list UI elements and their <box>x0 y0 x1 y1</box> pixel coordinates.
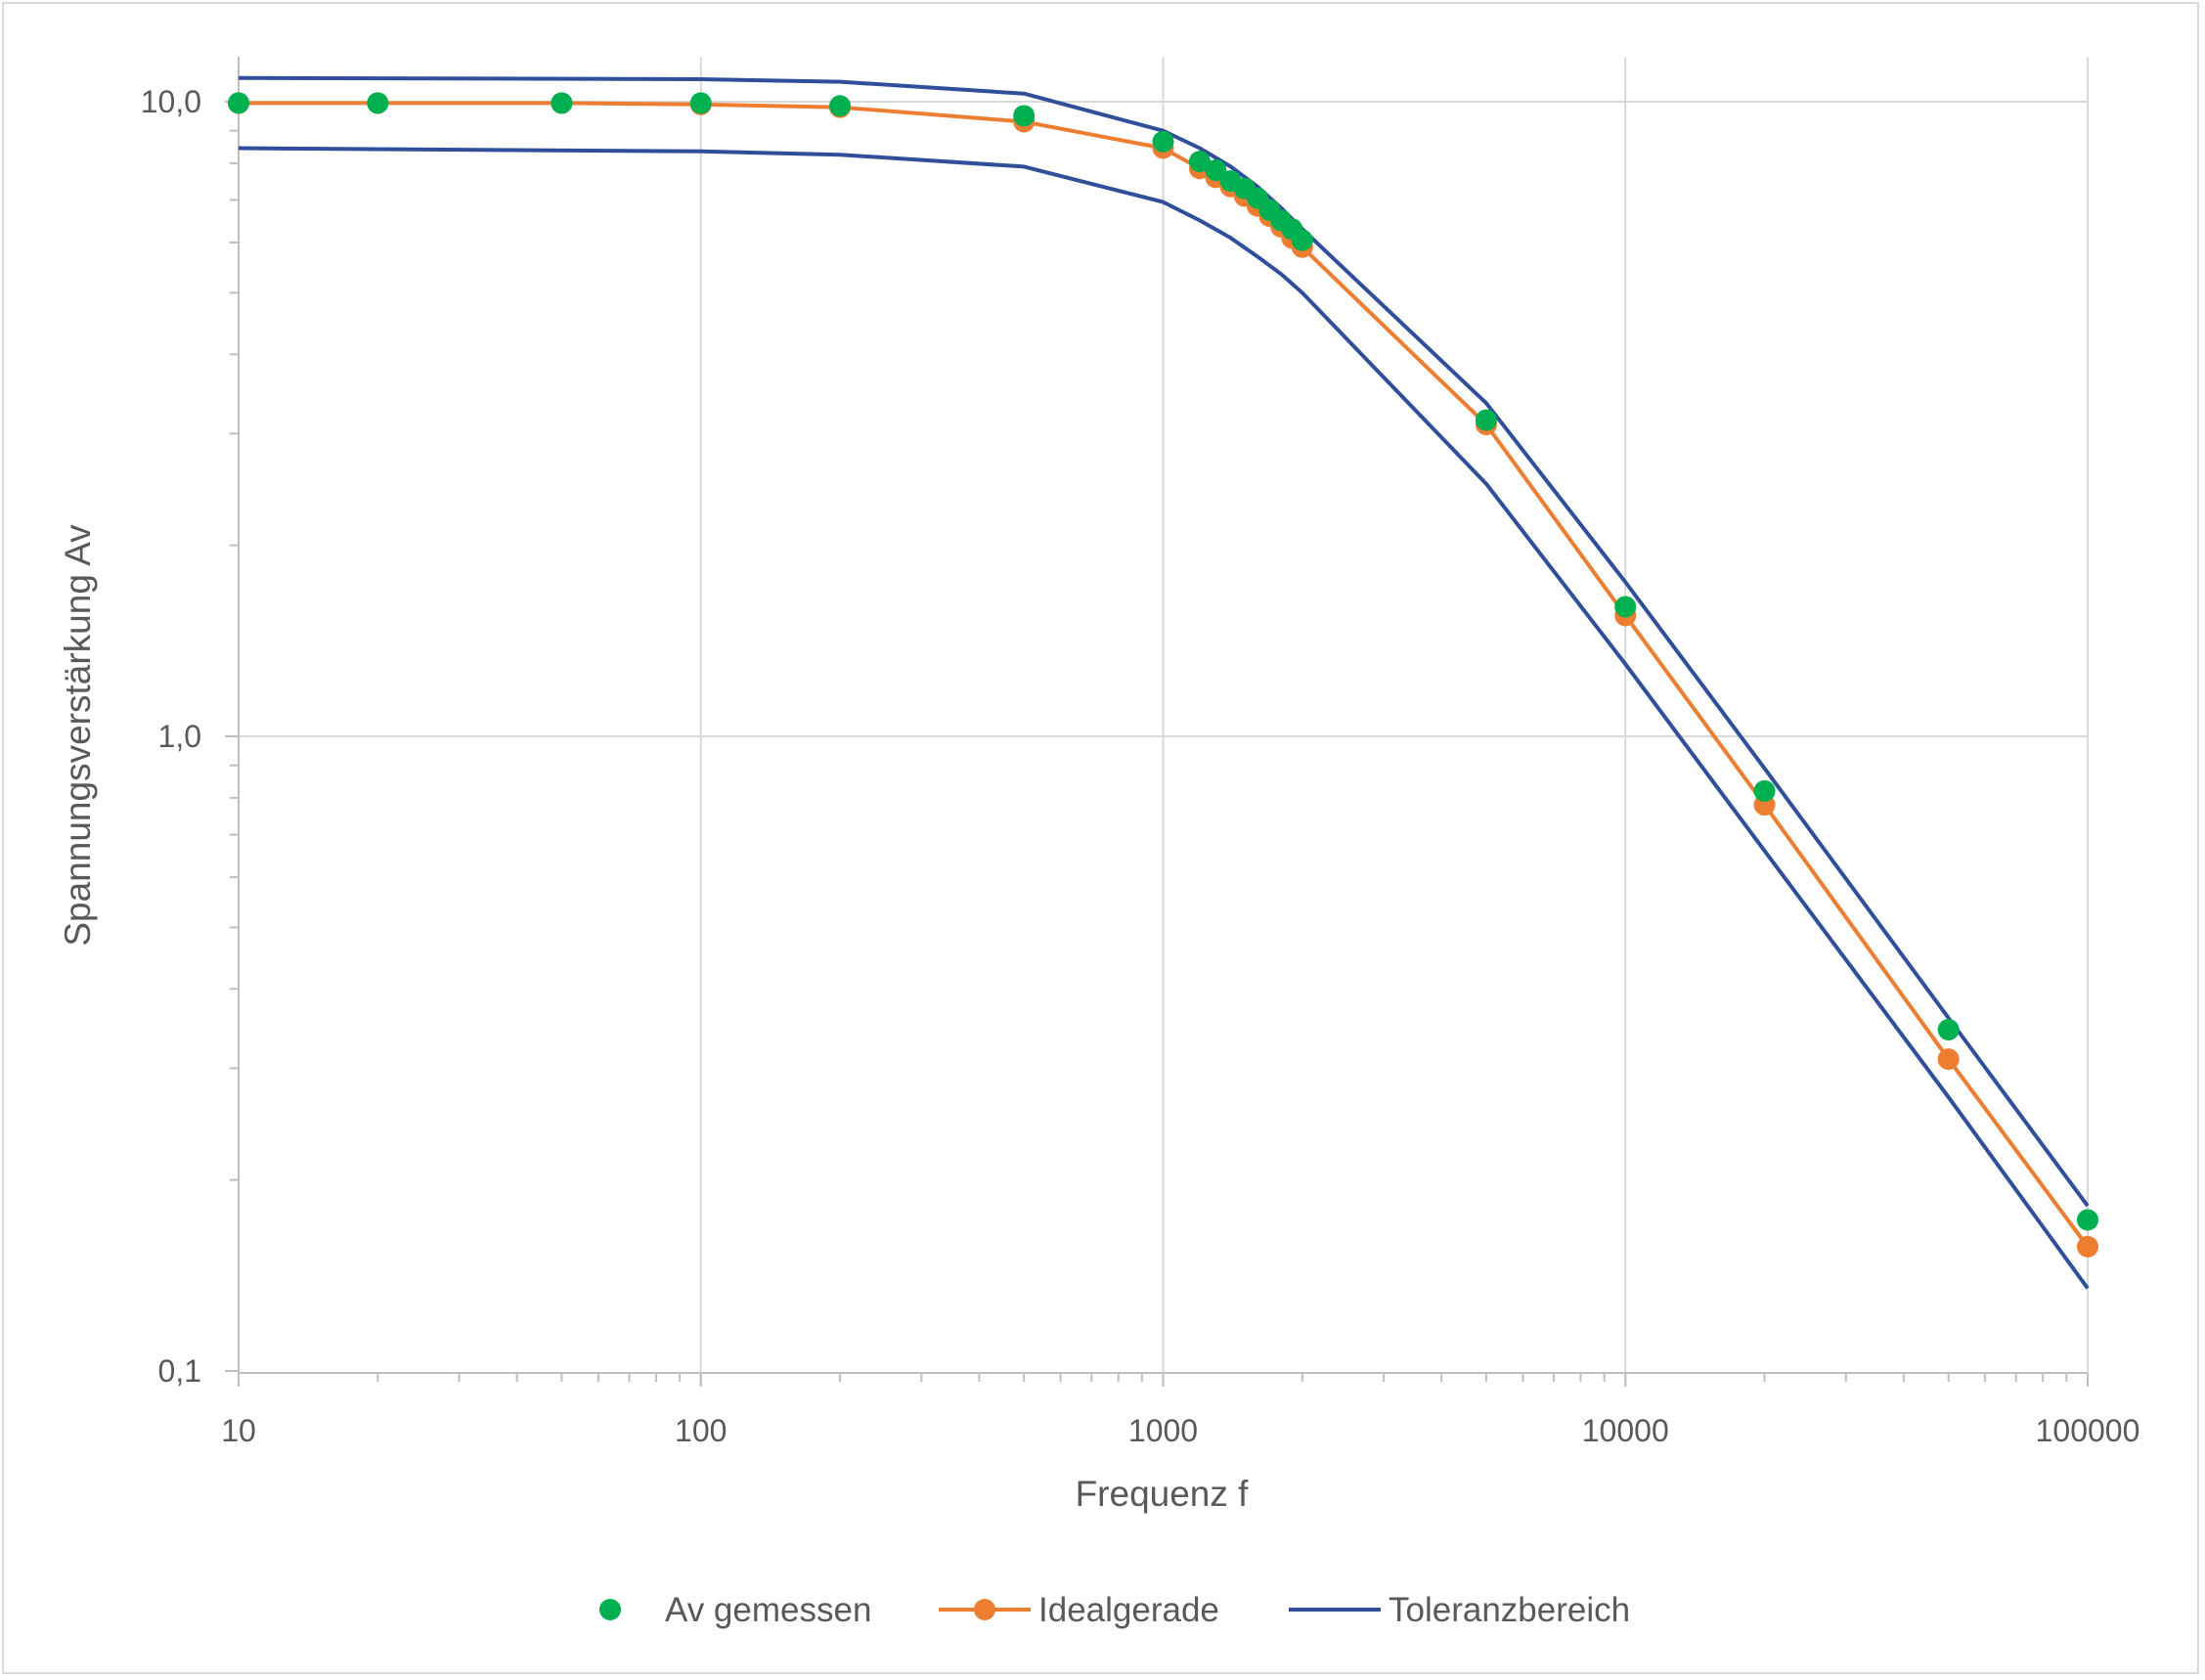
data-point <box>1152 130 1174 153</box>
x-tick-label: 100000 <box>2036 1413 2140 1448</box>
legend-label: Idealgerade <box>1038 1591 1219 1629</box>
data-point <box>1013 105 1036 127</box>
grid <box>239 57 2089 1373</box>
data-point <box>551 92 573 114</box>
data-point <box>1753 779 1776 802</box>
y-axis-title: Spannungsverstärkung Av <box>58 524 98 947</box>
x-tick-label: 100 <box>675 1413 727 1448</box>
series-line <box>238 75 2090 1208</box>
axes <box>225 57 2089 1387</box>
data-point <box>1291 229 1313 251</box>
x-tick-label: 1000 <box>1128 1413 1198 1448</box>
x-tick-label: 10 <box>221 1413 256 1448</box>
series-3 <box>228 92 2098 1231</box>
data-point <box>2077 1235 2098 1258</box>
x-axis-title: Frequenz f <box>1076 1474 1250 1514</box>
data-point <box>1937 1048 1960 1071</box>
data-point <box>1937 1018 1960 1040</box>
data-point <box>1188 151 1211 173</box>
data-point <box>829 95 852 117</box>
y-tick-label: 10,0 <box>141 84 201 119</box>
legend-swatch-marker <box>974 1599 995 1620</box>
series-1 <box>238 146 2090 1290</box>
y-tick-label: 0,1 <box>158 1353 201 1389</box>
series-0 <box>238 75 2090 1208</box>
legend-label: Toleranzbereich <box>1389 1591 1630 1629</box>
x-tick-label: 10000 <box>1582 1413 1669 1448</box>
data-point <box>1205 159 1227 182</box>
legend-item: Idealgerade <box>939 1591 1219 1629</box>
legend-item: Av gemessen <box>599 1591 871 1629</box>
data-point <box>367 92 389 114</box>
legend-swatch <box>599 1599 621 1620</box>
legend-label: Av gemessen <box>665 1591 871 1629</box>
data-point <box>1614 596 1637 618</box>
legend: Av gemessen Idealgerade Toleranzbereich <box>599 1591 1630 1629</box>
data-point <box>2077 1209 2098 1231</box>
legend-item: Toleranzbereich <box>1289 1591 1630 1629</box>
labels: Frequenz f Spannungsverstärkung Av 10 100… <box>58 84 2139 1514</box>
y-tick-label: 1,0 <box>158 719 201 754</box>
series-line <box>238 146 2090 1290</box>
data-point <box>228 92 249 114</box>
data-point <box>1475 409 1497 431</box>
plot-area <box>228 75 2098 1290</box>
data-point <box>689 92 712 114</box>
